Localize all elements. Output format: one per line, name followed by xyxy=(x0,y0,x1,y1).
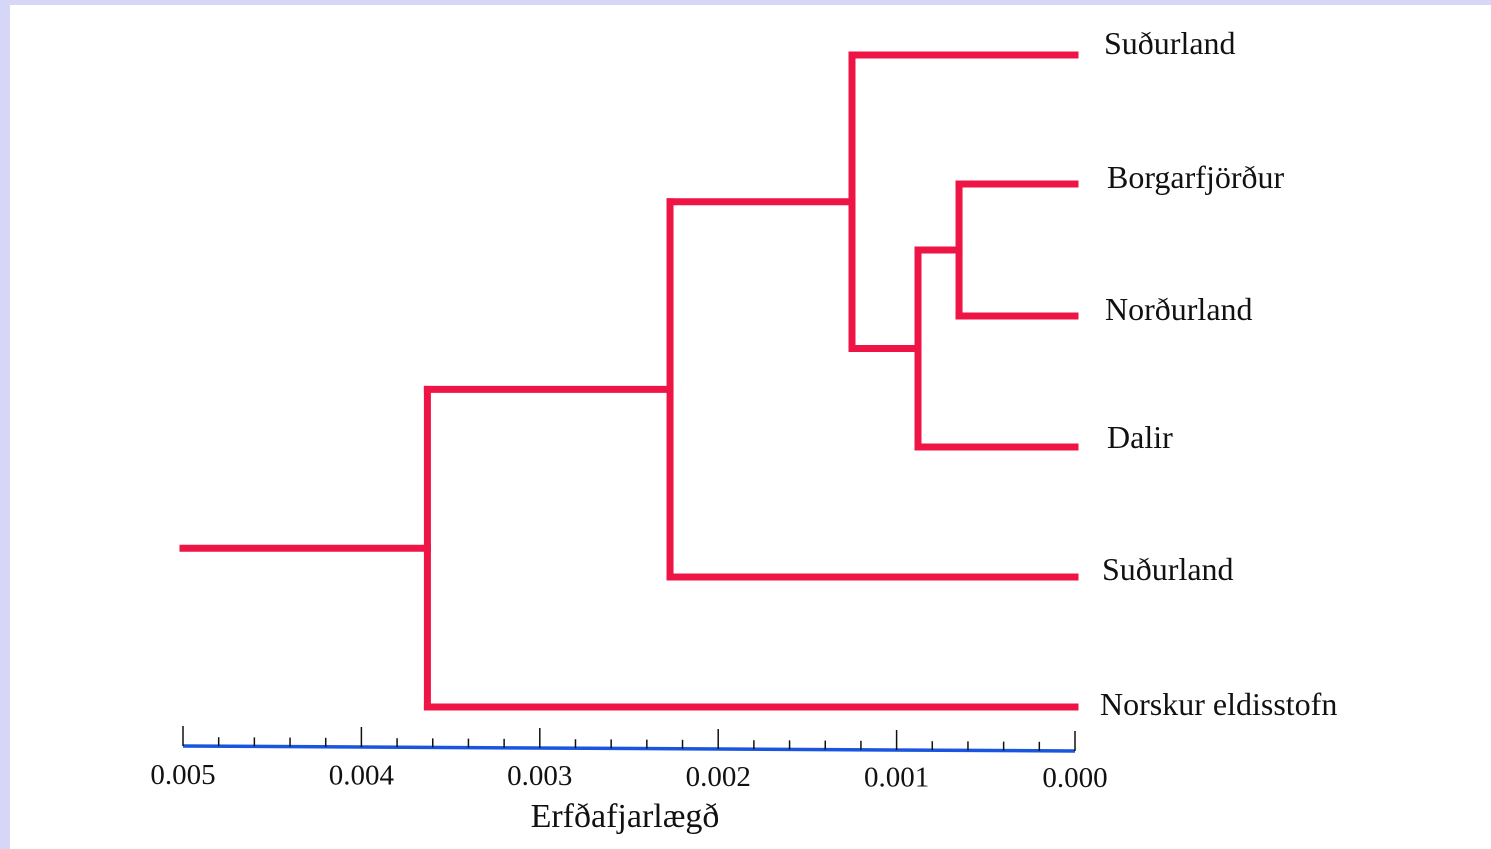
tick-label: 0.004 xyxy=(329,760,395,792)
leaf-labels: Suðurland Borgarfjörður Norðurland Dalir Suð… xyxy=(1100,25,1337,722)
leaf-label: Borgarfjörður xyxy=(1107,159,1284,195)
tick-label: 0.005 xyxy=(150,759,215,791)
dendrogram-canvas: Suðurland Borgarfjörður Norðurland Dalir Suð… xyxy=(10,5,1491,849)
tick-label: 0.000 xyxy=(1042,762,1107,794)
leaf-label: Suðurland xyxy=(1102,551,1234,587)
distance-axis: 0.005 0.004 0.003 0.002 0.001 0.000 xyxy=(150,726,1108,794)
leaf-label: Norðurland xyxy=(1105,291,1253,327)
leaf-label: Norskur eldisstofn xyxy=(1100,686,1337,722)
tree-branches xyxy=(179,51,1079,711)
axis-tick-labels: 0.005 0.004 0.003 0.002 0.001 0.000 xyxy=(150,759,1107,794)
tick-label: 0.002 xyxy=(686,761,751,793)
tick-label: 0.001 xyxy=(864,761,929,793)
axis-ticks xyxy=(182,726,1076,751)
leaf-label: Dalir xyxy=(1107,419,1173,455)
axis-line xyxy=(182,744,1076,753)
axis-title: Erfðafjarlægð xyxy=(531,798,720,835)
tick-label: 0.003 xyxy=(507,760,572,792)
leaf-label: Suðurland xyxy=(1104,25,1236,61)
dendrogram: Suðurland Borgarfjörður Norðurland Dalir Suð… xyxy=(150,25,1337,835)
